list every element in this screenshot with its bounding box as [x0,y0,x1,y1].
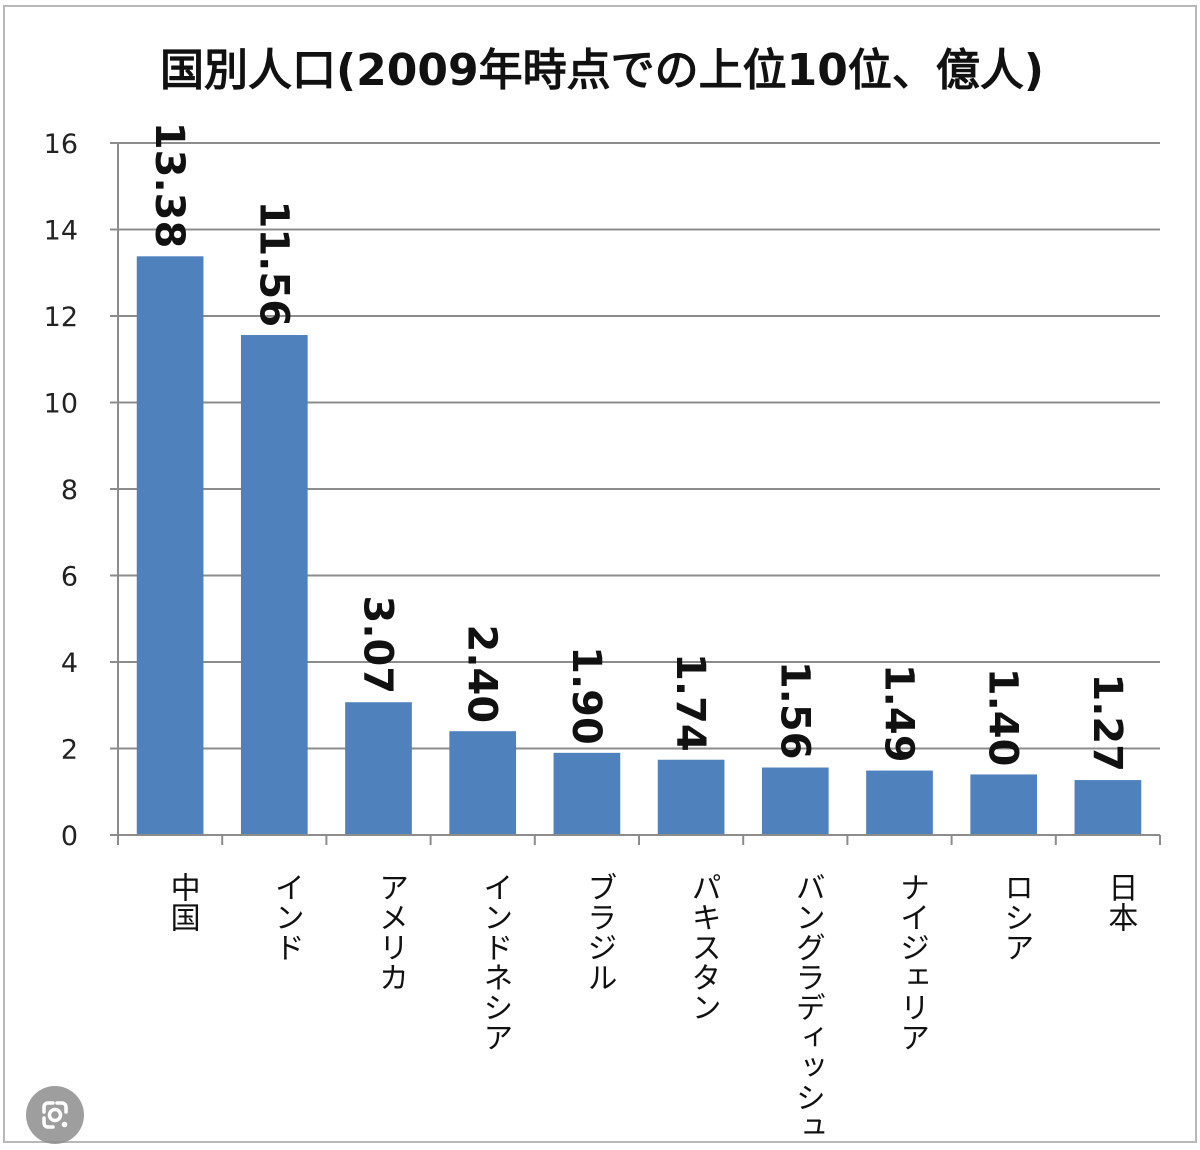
data-labels: 13.38 11.56 3.07 2.40 1.90 1.74 1.56 1.49 1.40 1.… [146,122,1130,772]
data-label: 1.90 [563,646,609,745]
y-tick-label: 6 [61,562,78,593]
category-labels: 中国 インド アメリカ インドネシア ブラジル パキスタン バングラディッシュ ナイジェリア ロ… [165,872,1138,1142]
category-label: パキスタン [686,872,721,1022]
data-label: 1.74 [667,653,713,752]
data-label: 11.56 [250,200,296,327]
category-label: バングラディッシュ [790,872,825,1142]
bar [553,752,621,835]
category-label: 中国 [165,872,200,932]
y-tick-label: 8 [61,475,78,506]
bar [866,770,933,835]
y-tick-label: 16 [44,129,78,160]
bar [970,774,1038,835]
category-label: ブラジル [581,872,616,992]
category-label: インドネシア [477,872,512,1052]
category-label: ナイジェリア [894,872,929,1052]
bar [761,767,829,835]
data-label: 1.56 [771,661,817,760]
category-label: 日本 [1102,872,1137,932]
y-tick-label: 4 [61,648,78,679]
bar [345,702,412,835]
y-tick-label: 2 [61,735,78,766]
data-label: 1.40 [980,668,1026,767]
data-label: 2.40 [459,624,505,723]
bar [449,731,517,835]
bar [240,335,308,835]
google-lens-button[interactable] [26,1086,84,1144]
bar [657,759,725,835]
category-label: アメリカ [373,872,408,992]
y-axis-tick-labels: 0 2 4 6 8 10 12 14 16 [44,129,78,852]
y-tick-label: 14 [44,216,78,247]
bar [1074,780,1142,835]
bar [136,256,204,835]
bars [136,256,1142,835]
y-tick-label: 10 [44,389,78,420]
data-label: 1.27 [1084,673,1130,772]
chart-title: 国別人口(2009年時点での上位10位、億人) [160,45,1044,96]
data-label: 3.07 [355,596,401,695]
category-label: ロシア [998,872,1033,962]
data-label: 13.38 [146,122,192,249]
y-tick-label: 0 [61,821,78,852]
y-tick-label: 12 [44,302,78,333]
data-label: 1.49 [876,664,922,763]
category-label: インド [269,872,304,962]
google-lens-icon [42,1101,68,1129]
axes [110,143,1161,845]
